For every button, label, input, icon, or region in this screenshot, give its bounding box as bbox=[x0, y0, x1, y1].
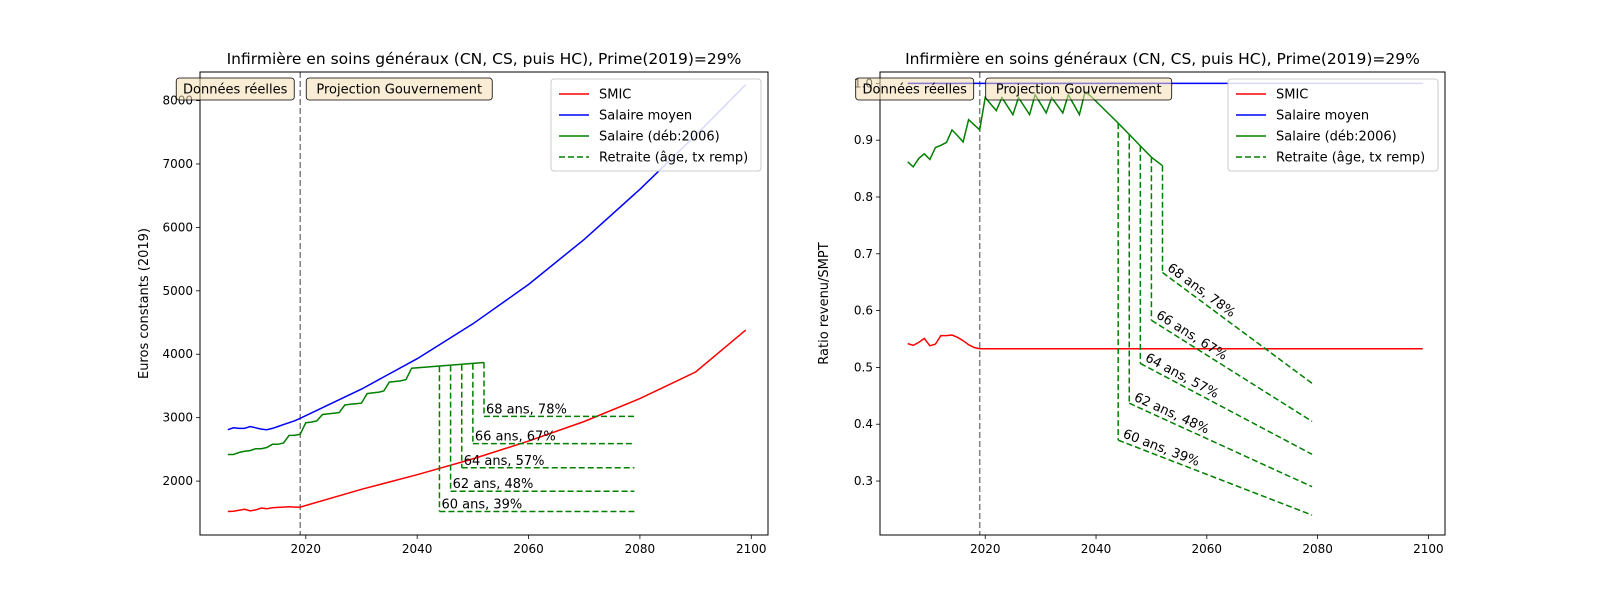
legend: SMIC Salaire moyen Salaire (déb:2006) Retra… bbox=[1227, 78, 1439, 172]
x-tick-label: 2100 bbox=[736, 542, 767, 556]
pension-label: 60 ans, 39% bbox=[1121, 427, 1202, 470]
pension-label: 68 ans, 78% bbox=[1164, 261, 1238, 321]
region-label-box bbox=[175, 77, 295, 101]
plot-area bbox=[907, 72, 1423, 535]
y-tick-label: 0.9 bbox=[854, 133, 873, 147]
y-axis-label: Euros constants (2019) bbox=[137, 228, 152, 379]
pension-label: 62 ans, 48% bbox=[1132, 390, 1212, 437]
region-label-real: Données réelles bbox=[863, 83, 968, 98]
x-tick-label: 2080 bbox=[625, 542, 656, 556]
pension-label: 66 ans, 67% bbox=[1153, 308, 1229, 364]
chart-panel-2: Infirmière en soins généraux (CN, CS, pu… bbox=[817, 50, 1446, 556]
pension-label: 62 ans, 48% bbox=[453, 477, 534, 492]
pension-label: 60 ans, 39% bbox=[441, 498, 522, 513]
pension-line bbox=[1162, 271, 1313, 384]
x-tick-label: 2020 bbox=[291, 542, 322, 556]
pension-line bbox=[1139, 362, 1313, 455]
x-tick-label: 2060 bbox=[513, 542, 544, 556]
chart-title: Infirmière en soins généraux (CN, CS, pu… bbox=[227, 50, 742, 68]
x-tick-label: 2080 bbox=[1302, 542, 1333, 556]
y-tick-label: 0.8 bbox=[854, 190, 873, 204]
y-tick-label: 2000 bbox=[162, 474, 193, 488]
region-label-projection: Projection Gouvernement bbox=[316, 83, 482, 98]
axes-frame bbox=[199, 71, 769, 536]
region-label-real: Données réelles bbox=[183, 83, 288, 98]
legend-box bbox=[550, 78, 762, 172]
legend-entry: Salaire moyen bbox=[599, 109, 692, 124]
y-tick-label: 0.6 bbox=[854, 304, 873, 318]
series-line-2 bbox=[227, 84, 747, 431]
pension-label: 64 ans, 57% bbox=[464, 454, 545, 469]
pension-label: 66 ans, 67% bbox=[475, 430, 556, 445]
pension-label: 64 ans, 57% bbox=[1142, 351, 1220, 402]
region-label-projection: Projection Gouvernement bbox=[996, 83, 1162, 98]
legend-entry: Salaire (déb:2006) bbox=[599, 130, 720, 145]
legend-entry: Salaire moyen bbox=[1276, 109, 1369, 124]
x-tick-label: 2020 bbox=[970, 542, 1001, 556]
chart-panel-1: Infirmière en soins généraux (CN, CS, pu… bbox=[137, 50, 769, 556]
region-label-box bbox=[305, 77, 493, 101]
y-tick-label: 7000 bbox=[162, 157, 193, 171]
pension-line bbox=[1117, 439, 1313, 516]
pension-line bbox=[1151, 319, 1313, 423]
legend: SMIC Salaire moyen Salaire (déb:2006) Retra… bbox=[550, 78, 762, 172]
pension-line bbox=[1128, 402, 1313, 488]
axes-frame bbox=[879, 71, 1446, 536]
region-label-box bbox=[985, 77, 1173, 101]
series-line-1 bbox=[907, 334, 1423, 350]
x-tick-label: 2040 bbox=[1081, 542, 1112, 556]
series-line-3 bbox=[227, 361, 485, 456]
y-axis-label: Ratio revenu/SMPT bbox=[817, 242, 832, 364]
legend-entry: SMIC bbox=[1276, 88, 1308, 103]
series-line-1 bbox=[227, 329, 747, 513]
x-tick-label: 2040 bbox=[402, 542, 433, 556]
region-label-box bbox=[855, 77, 975, 101]
legend-entry: SMIC bbox=[599, 88, 631, 103]
y-tick-label: 3000 bbox=[162, 411, 193, 425]
chart-title: Infirmière en soins généraux (CN, CS, pu… bbox=[905, 50, 1420, 68]
x-tick-label: 2060 bbox=[1192, 542, 1223, 556]
series-line-3 bbox=[907, 90, 1163, 169]
y-tick-label: 0.4 bbox=[854, 417, 873, 431]
y-tick-label: 6000 bbox=[162, 220, 193, 234]
x-tick-label: 2100 bbox=[1413, 542, 1444, 556]
y-tick-label: 0.5 bbox=[854, 360, 873, 374]
legend-entry: Retraite (âge, tx remp) bbox=[599, 151, 748, 166]
y-tick-label: 0.3 bbox=[854, 474, 873, 488]
legend-box bbox=[1227, 78, 1439, 172]
plot-area bbox=[227, 72, 747, 535]
y-tick-label: 0.7 bbox=[854, 247, 873, 261]
y-tick-label: 4000 bbox=[162, 347, 193, 361]
pension-label: 68 ans, 78% bbox=[486, 402, 567, 417]
legend-entry: Retraite (âge, tx remp) bbox=[1276, 151, 1425, 166]
y-tick-label: 5000 bbox=[162, 284, 193, 298]
legend-entry: Salaire (déb:2006) bbox=[1276, 130, 1397, 145]
